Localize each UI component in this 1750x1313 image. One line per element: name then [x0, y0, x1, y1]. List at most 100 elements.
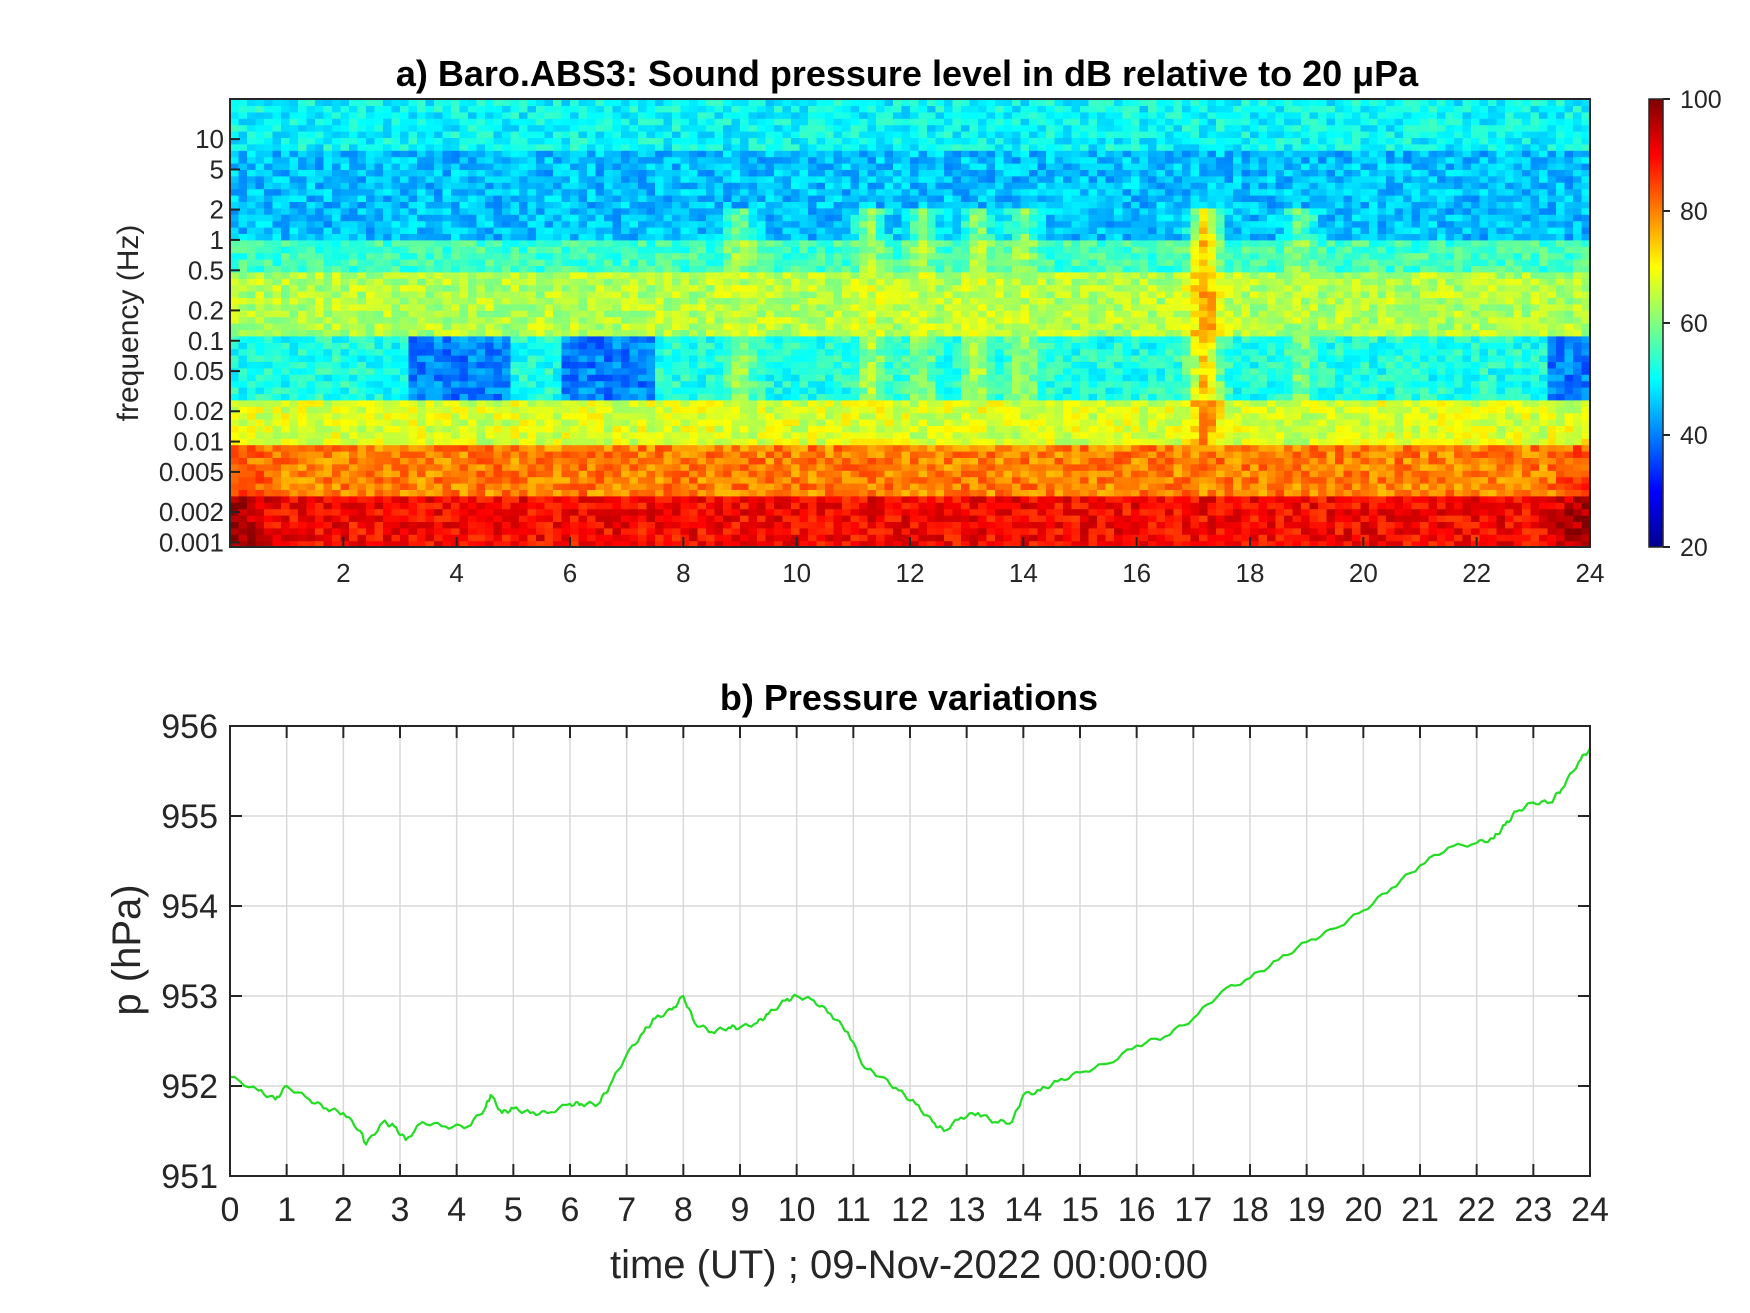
spectrogram-cell [332, 367, 342, 375]
spectrogram-cell [340, 348, 350, 356]
spectrogram-cell [374, 444, 384, 452]
spectrogram-cell [451, 489, 461, 497]
spectrogram-cell [247, 431, 257, 439]
spectrogram-cell [561, 399, 571, 407]
spectrogram-cell [383, 265, 393, 273]
spectrogram-cell [663, 367, 673, 375]
spectrogram-cell [400, 131, 410, 138]
spectrogram-cell [349, 342, 359, 350]
spectrogram-cell [808, 329, 818, 337]
spectrogram-cell [527, 303, 537, 311]
spectrogram-cell [468, 297, 478, 305]
spectrogram-cell [638, 182, 648, 190]
spectrogram-cell [587, 195, 597, 202]
spectrogram-cell [357, 246, 367, 254]
spectrogram-cell [230, 540, 240, 548]
spectrogram-cell [816, 355, 826, 362]
spectrogram-cell [434, 175, 444, 183]
spectrogram-cell [391, 412, 401, 420]
spectrogram-cell [655, 265, 665, 273]
spectrogram-cell [374, 463, 384, 471]
spectrogram-cell [757, 188, 767, 196]
spectrogram-cell [612, 431, 622, 439]
spectrogram-cell [493, 316, 503, 324]
spectrogram-cell [791, 425, 801, 433]
spectrogram-cell [612, 521, 622, 529]
spectrogram-cell [638, 329, 648, 337]
spectrogram-cell [383, 425, 393, 433]
spectrogram-cell [289, 348, 299, 356]
spectrogram-cell [595, 271, 605, 279]
spectrogram-cell [468, 515, 478, 522]
spectrogram-cell [366, 495, 376, 503]
spectrogram-cell [799, 502, 809, 510]
spectrogram-cell [808, 367, 818, 375]
spectrogram-cell [689, 502, 699, 510]
spectrogram-cell [825, 303, 835, 311]
spectrogram-cell [808, 348, 818, 356]
spectrogram-cell [799, 527, 809, 535]
spectrogram-cell [561, 188, 571, 196]
spectrogram-cell [544, 118, 554, 126]
spectrogram-cell [697, 329, 707, 337]
spectrogram-cell [485, 150, 495, 158]
spectrogram-cell [748, 188, 758, 196]
spectrogram-cell [774, 329, 784, 337]
spectrogram-cell [459, 425, 469, 433]
spectrogram-cell [476, 105, 486, 113]
spectrogram-cell [561, 220, 571, 228]
spectrogram-cell [833, 406, 843, 414]
spectrogram-cell [485, 297, 495, 305]
spectrogram-cell [349, 278, 359, 286]
spectrogram-cell [357, 111, 367, 119]
spectrogram-cell [672, 163, 682, 170]
spectrogram-cell [808, 246, 818, 254]
spectrogram-cell [519, 342, 529, 350]
spectrogram-cell [553, 444, 563, 452]
spectrogram-cell [672, 457, 682, 465]
spectrogram-cell [646, 239, 656, 247]
spectrogram-cell [527, 495, 537, 503]
spectrogram-cell [306, 367, 316, 375]
spectrogram-cell [723, 406, 733, 414]
spectrogram-cell [238, 156, 248, 164]
spectrogram-cell [646, 361, 656, 369]
spectrogram-cell [706, 175, 716, 183]
spectrogram-cell [349, 425, 359, 433]
spectrogram-cell [595, 335, 605, 343]
spectrogram-cell [816, 361, 826, 369]
spectrogram-cell [748, 124, 758, 132]
spectrogram-cell [264, 118, 274, 126]
spectrogram-cell [383, 195, 393, 202]
spectrogram-cell [740, 367, 750, 375]
spectrogram-cell [502, 323, 512, 330]
spectrogram-cell [553, 380, 563, 388]
spectrogram-cell [349, 451, 359, 458]
spectrogram-cell [544, 393, 554, 401]
spectrogram-cell [383, 201, 393, 209]
spectrogram-cell [714, 438, 724, 446]
spectrogram-cell [238, 431, 248, 439]
spectrogram-cell [502, 521, 512, 529]
spectrogram-cell [468, 239, 478, 247]
spectrogram-cell [748, 303, 758, 311]
spectrogram-cell [714, 502, 724, 510]
spectrogram-cell [510, 131, 520, 138]
spectrogram-cell [425, 361, 435, 369]
spectrogram-cell [349, 483, 359, 490]
spectrogram-cell [476, 201, 486, 209]
spectrogram-cell [765, 175, 775, 183]
spectrogram-cell [400, 451, 410, 458]
spectrogram-cell [740, 169, 750, 177]
spectrogram-cell [519, 425, 529, 433]
spectrogram-cell [774, 310, 784, 318]
spectrogram-cell [502, 271, 512, 279]
spectrogram-cell [621, 259, 631, 266]
spectrogram-cell [459, 508, 469, 516]
spectrogram-cell [315, 495, 325, 503]
spectrogram-cell [247, 329, 257, 337]
spectrogram-cell [629, 137, 639, 145]
spectrogram-cell [519, 303, 529, 311]
spectrogram-cell [391, 111, 401, 119]
spectrogram-cell [332, 233, 342, 241]
